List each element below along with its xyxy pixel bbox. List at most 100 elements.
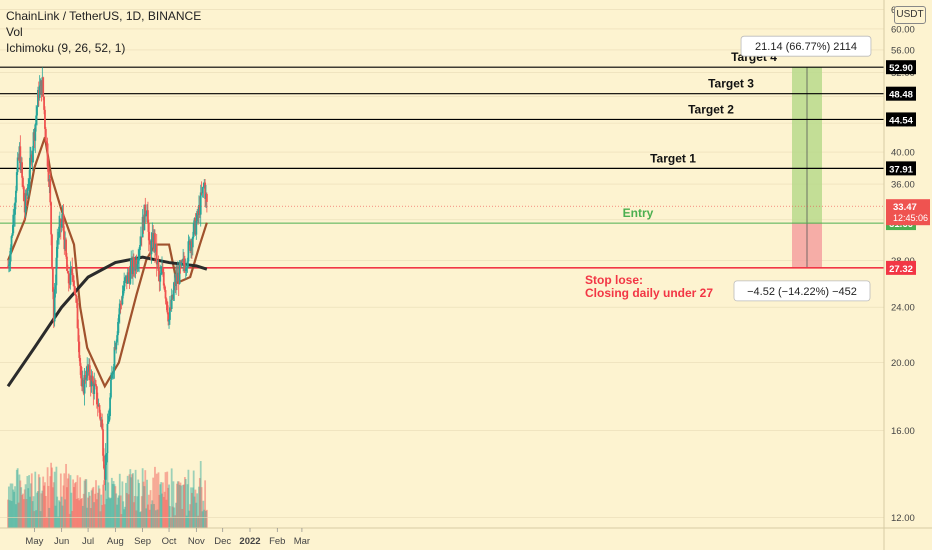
candle-body — [94, 383, 97, 385]
candle-body — [88, 365, 91, 381]
volume-bar — [62, 485, 65, 528]
candle-body — [191, 236, 194, 248]
volume-bar — [159, 484, 162, 528]
candle-body — [9, 247, 12, 262]
measure-up-box[interactable] — [740, 35, 872, 57]
volume-bar — [44, 482, 46, 528]
volume-bar — [196, 493, 199, 528]
volume-bar — [33, 511, 36, 528]
volume-bar — [72, 479, 75, 528]
volume-bar — [180, 485, 183, 528]
candle-body — [160, 273, 163, 275]
volume-bar — [98, 488, 101, 528]
candle-body — [186, 261, 189, 268]
candle-body — [111, 373, 114, 375]
candle-body — [36, 107, 38, 116]
candle-body — [173, 281, 176, 291]
time-tick-label: Oct — [162, 536, 177, 547]
chart-legend: ChainLink / TetherUS, 1D, BINANCE Vol Ic… — [6, 8, 201, 56]
candle-body — [58, 226, 60, 238]
volume-bar — [102, 484, 104, 528]
candle-body — [95, 386, 98, 405]
candle-body — [54, 285, 57, 290]
measure-down-box[interactable] — [733, 280, 871, 302]
candle-body — [155, 243, 158, 265]
candle-body — [19, 146, 22, 171]
time-tick-label: Feb — [269, 536, 285, 547]
volume-bar — [88, 492, 90, 528]
volume-bar — [191, 487, 194, 528]
indicator-ichimoku[interactable]: Ichimoku (9, 26, 52, 1) — [6, 41, 126, 55]
price-tag-text-2: 44.54 — [889, 115, 913, 126]
volume-bar — [37, 474, 40, 528]
candle-body — [137, 260, 140, 264]
volume-bar — [66, 478, 69, 528]
volume-bar — [9, 483, 12, 528]
volume-bar — [57, 516, 60, 528]
candle-body — [37, 89, 39, 108]
volume-bar — [54, 505, 57, 528]
candle-body — [107, 421, 110, 424]
volume-bar — [155, 473, 158, 528]
volume-bar — [105, 498, 108, 528]
volume-bar — [96, 492, 99, 528]
volume-bar — [41, 490, 44, 528]
candle-body — [74, 294, 77, 296]
volume-bar — [110, 477, 113, 528]
candle-body — [22, 177, 24, 187]
last-price-text: 33.47 — [893, 202, 917, 213]
candle-body — [145, 214, 148, 217]
volume-bar — [56, 496, 59, 528]
volume-bar — [109, 498, 111, 528]
volume-bar — [185, 515, 188, 528]
candle-body — [85, 377, 88, 380]
candle-body — [117, 321, 119, 336]
price-tick-label: 20.00 — [891, 358, 915, 369]
volume-bar — [63, 473, 66, 528]
volume-bar — [79, 477, 82, 528]
candle-body — [31, 150, 34, 163]
price-tick-label: 16.00 — [891, 426, 915, 437]
candle-body — [120, 303, 123, 305]
volume-bar — [49, 476, 52, 528]
candle-body — [187, 241, 190, 262]
candle-body — [66, 256, 68, 271]
volume-bar — [190, 487, 192, 528]
candle-body — [22, 186, 25, 202]
currency-button[interactable]: USDT — [894, 6, 926, 24]
volume-bar — [78, 500, 81, 528]
time-tick-label: Jun — [54, 536, 69, 547]
candle-body — [192, 223, 195, 237]
volume-bar — [187, 469, 190, 528]
candle-body — [15, 172, 18, 191]
volume-bar — [44, 495, 47, 528]
candle-body — [69, 268, 72, 285]
volume-bar — [205, 509, 208, 528]
volume-bar — [71, 510, 74, 528]
candle-body — [104, 454, 107, 480]
volume-bar — [191, 492, 193, 528]
volume-bar — [141, 468, 144, 528]
volume-bar — [201, 511, 204, 528]
candle-body — [45, 142, 48, 144]
volume-bar — [183, 477, 186, 528]
candle-body — [7, 264, 10, 267]
volume-bar — [73, 487, 75, 528]
volume-bar — [169, 517, 172, 528]
candle-body — [163, 285, 166, 291]
candle-body — [101, 419, 104, 430]
volume-bar — [118, 473, 121, 528]
volume-bar — [175, 502, 177, 528]
indicator-vol[interactable]: Vol — [6, 25, 23, 39]
volume-bar — [166, 471, 169, 528]
volume-bar — [82, 493, 85, 528]
candle-body — [147, 223, 150, 241]
price-tick-label: 36.00 — [891, 180, 915, 191]
candle-body — [99, 412, 102, 421]
candle-body — [204, 182, 207, 199]
candle-body — [13, 214, 16, 216]
candle-body — [93, 383, 96, 394]
volume-bar — [113, 484, 116, 528]
